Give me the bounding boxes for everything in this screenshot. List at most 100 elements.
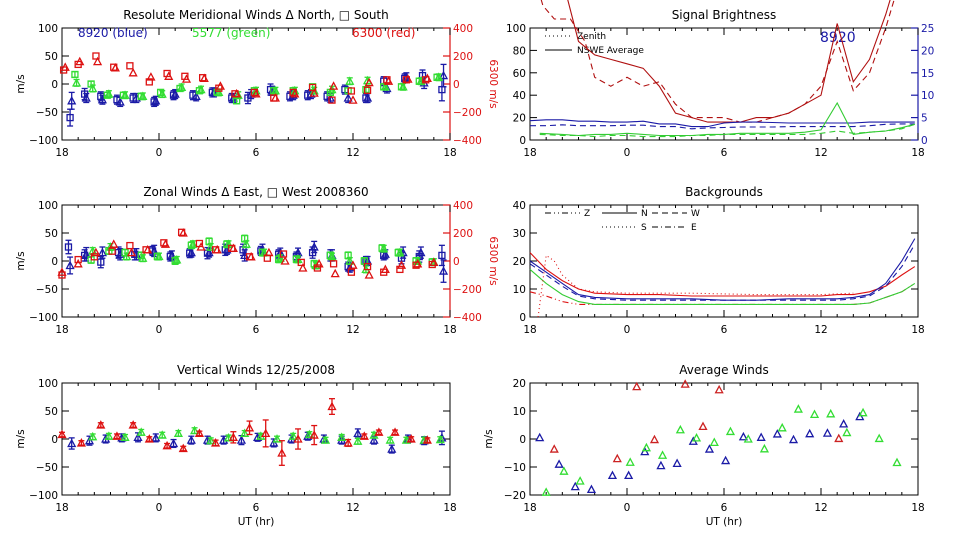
data-point-triangle (151, 433, 161, 442)
y-tick-label: −50 (36, 107, 58, 119)
series-line (529, 252, 916, 297)
y2-tick-label: 15 (921, 68, 934, 80)
x-tick-label: 0 (624, 324, 631, 336)
y2-tick-label: 10 (921, 90, 934, 102)
chart-title: Average Winds (679, 363, 769, 377)
data-point-triangle (793, 404, 803, 413)
data-point-triangle (612, 453, 622, 463)
data-point-square (297, 258, 305, 267)
y-tick-label: −20 (504, 490, 526, 502)
data-point-square (438, 251, 446, 260)
x-tick-label: 12 (346, 324, 359, 336)
color-annotation: 8920 (blue) (78, 26, 148, 40)
data-point-triangle (759, 443, 770, 453)
data-point-triangle (88, 83, 98, 93)
data-point-triangle (96, 420, 106, 429)
chart-title: Vertical Winds 12/25/2008 (177, 363, 335, 377)
data-point-square (228, 244, 236, 253)
data-point-square (250, 88, 259, 97)
data-point-square (137, 92, 145, 100)
data-point-triangle (65, 260, 75, 270)
panel-average-winds: Average Winds 18 0 6 12 18 20 10 0 −10 −20 m/s UT (h… (483, 363, 925, 528)
y-axis-label: m/s (483, 429, 495, 448)
data-point-square (211, 246, 220, 254)
data-point-triangle (855, 411, 865, 421)
y2-tick-label: 0 (453, 256, 460, 268)
panel-vertical-winds: Vertical Winds 12/25/2008 18 0 6 12 18 100 50 0 −… (15, 363, 457, 528)
data-point-triangle (345, 76, 355, 85)
x-tick-label: 0 (624, 147, 631, 159)
data-point-triangle (240, 428, 250, 438)
plot-frame (529, 382, 919, 496)
data-point-square (187, 241, 195, 249)
data-point-triangle (777, 422, 787, 432)
data-point-triangle (345, 256, 355, 265)
data-point-triangle (236, 435, 247, 444)
data-point-square (195, 87, 204, 95)
data-point-triangle (320, 435, 331, 444)
legend-label: NSWE Average (577, 46, 644, 56)
data-point-square (80, 251, 89, 260)
data-point-square (274, 255, 283, 263)
data-point-triangle (280, 256, 290, 265)
data-point-square (205, 237, 213, 246)
data-point-triangle (435, 434, 445, 444)
data-point-triangle (330, 268, 340, 278)
chart-title: Zonal Winds Δ East, □ West 2008360 (143, 185, 368, 199)
data-point-triangle (115, 97, 125, 106)
data-point-square (64, 243, 73, 251)
data-point-triangle (253, 432, 263, 441)
data-point-square (80, 90, 89, 98)
data-point-triangle (327, 401, 337, 411)
data-point-square (270, 94, 278, 102)
x-tick-label: 18 (55, 324, 68, 336)
data-point-square (232, 97, 241, 105)
x-tick-label: 18 (55, 502, 68, 514)
y2-tick-label: 200 (453, 51, 473, 63)
data-point-triangle (244, 422, 255, 432)
data-point-triangle (88, 431, 98, 441)
legend-label: E (691, 223, 697, 233)
y-tick-label: −50 (36, 284, 58, 296)
x-tick-label: 18 (911, 502, 924, 514)
data-point-triangle (541, 487, 551, 496)
data-point-square (186, 249, 194, 257)
color-annotation: 6300 (red) (352, 26, 415, 40)
data-point-triangle (805, 428, 815, 438)
data-point-triangle (186, 435, 196, 444)
data-point-triangle (640, 446, 650, 456)
y-tick-label: 0 (51, 256, 58, 268)
data-point-square (402, 76, 411, 84)
data-point-triangle (168, 438, 179, 448)
data-point-triangle (772, 429, 782, 438)
data-point-square (97, 258, 105, 266)
y2-axis-label: 6300 m/s (487, 236, 499, 285)
data-point-triangle (112, 431, 122, 440)
data-point-square (289, 88, 297, 97)
data-point-square (169, 91, 178, 99)
y-tick-label: 50 (45, 406, 58, 418)
data-point-square (378, 244, 386, 252)
data-point-square (208, 88, 217, 97)
data-point-triangle (834, 433, 844, 443)
x-tick-label: 6 (721, 502, 728, 514)
data-point-triangle (842, 427, 852, 437)
color-annotation: 5577 (green) (192, 26, 270, 40)
data-point-square (215, 84, 223, 92)
data-point-triangle (104, 431, 114, 440)
data-point-triangle (675, 424, 685, 434)
data-point-square (347, 268, 356, 276)
panel-zonal-winds: Zonal Winds Δ East, □ West 2008360 18 0 6 12… (15, 185, 499, 336)
data-point-triangle (586, 484, 597, 494)
data-point-square (363, 86, 372, 94)
data-point-triangle (554, 459, 564, 468)
data-point-triangle (241, 239, 251, 248)
data-point-square (150, 98, 158, 106)
y-tick-label: 20 (513, 113, 526, 125)
data-point-square (245, 253, 254, 261)
data-point-square (380, 83, 388, 91)
data-point-triangle (304, 429, 314, 439)
data-point-triangle (641, 442, 651, 452)
